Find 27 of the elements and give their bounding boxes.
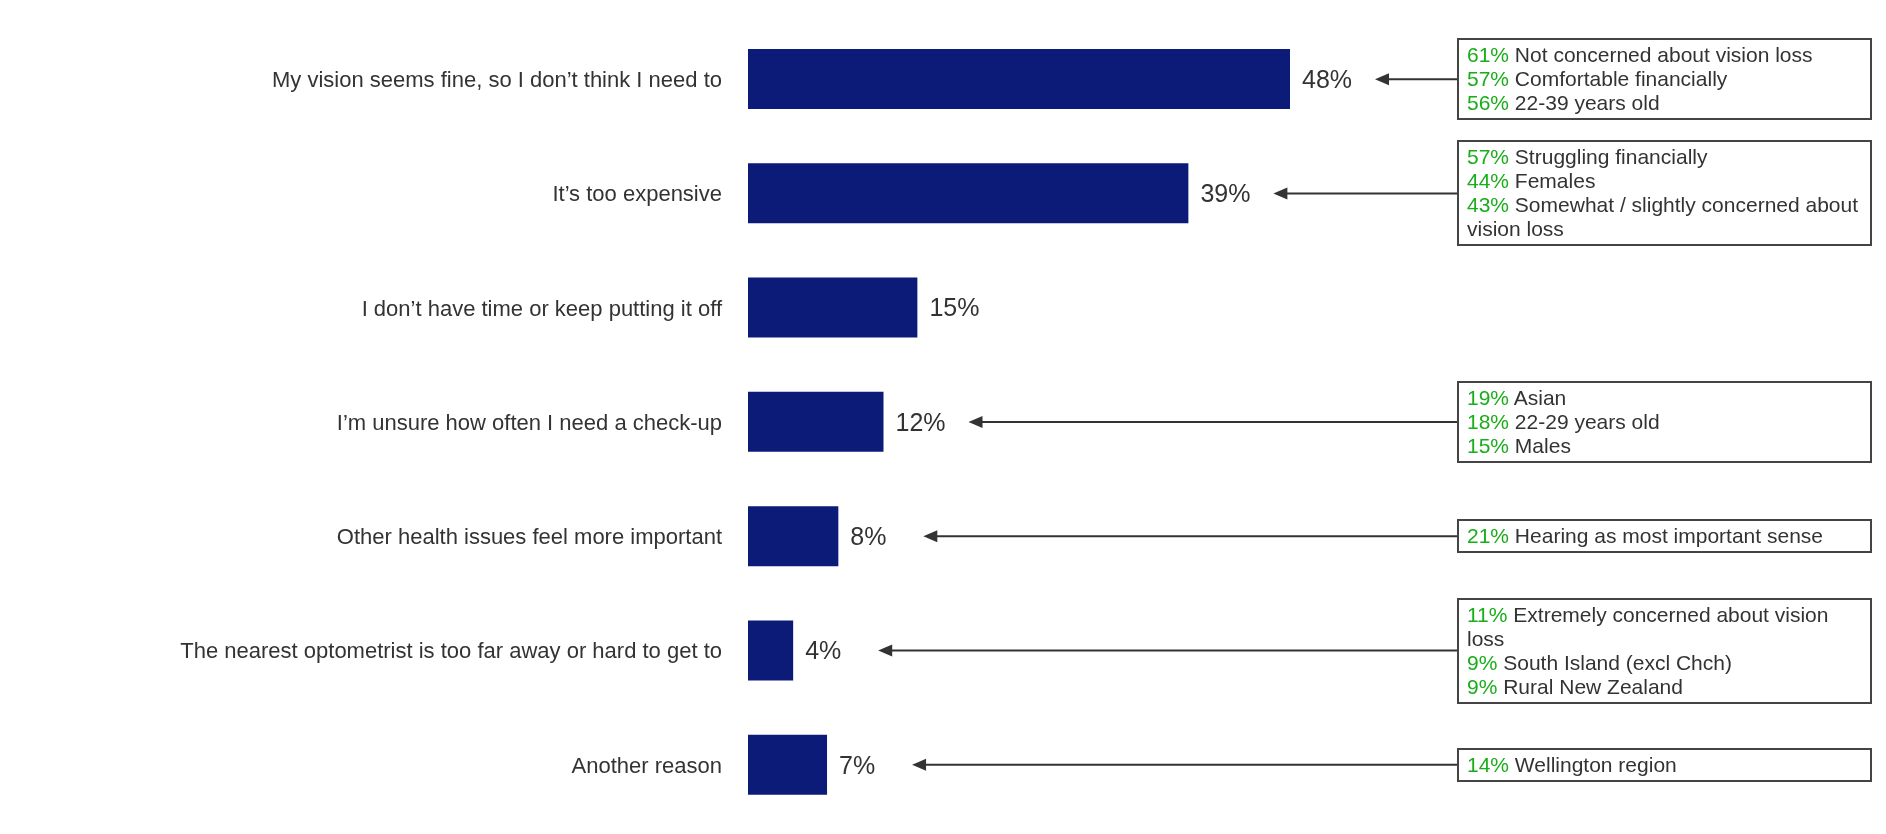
bar xyxy=(748,506,839,567)
text: 57% Struggling financially 44% Females 43% Somewhat / slightly concerned about vision loss xyxy=(1467,145,1859,241)
bar xyxy=(748,163,1189,224)
bar xyxy=(748,620,794,681)
data-label: 48% xyxy=(1302,64,1353,93)
text: 21% Hearing as most important sense xyxy=(1467,524,1824,548)
y-tick-label: I don’t have time or keep putting it off xyxy=(361,295,723,321)
data-label: 4% xyxy=(805,636,842,665)
data-label: 12% xyxy=(895,407,946,436)
data-label: 8% xyxy=(850,522,887,551)
y-tick-label: Other health issues feel more important xyxy=(336,524,722,550)
bar xyxy=(748,49,1290,109)
data-label: 15% xyxy=(929,293,980,322)
data-label: 39% xyxy=(1200,179,1251,208)
y-tick-label: The nearest optometrist is too far away or hard to get to xyxy=(180,638,722,664)
y-tick-label: Another reason xyxy=(571,752,722,778)
y-tick-label: It’s too expensive xyxy=(552,181,722,207)
y-tick-label: I’m unsure how often I need a check-up xyxy=(336,409,722,435)
bar xyxy=(748,734,828,795)
bar xyxy=(748,391,884,452)
text: 11% Extremely concerned about vision loss 9% South Island (excl Chch) 9% Rural New Zealand xyxy=(1467,602,1829,698)
data-label: 7% xyxy=(839,750,876,779)
text: 61% Not concerned about vision loss 57% Comfortable financially 56% 22-39 years old xyxy=(1467,43,1813,115)
text: 19% Asian 18% 22-29 years old 15% Males xyxy=(1467,386,1660,457)
text: 14% Wellington region xyxy=(1467,752,1677,776)
bar xyxy=(748,277,918,338)
y-tick-label: My vision seems fine, so I don’t think I need to xyxy=(271,66,722,92)
